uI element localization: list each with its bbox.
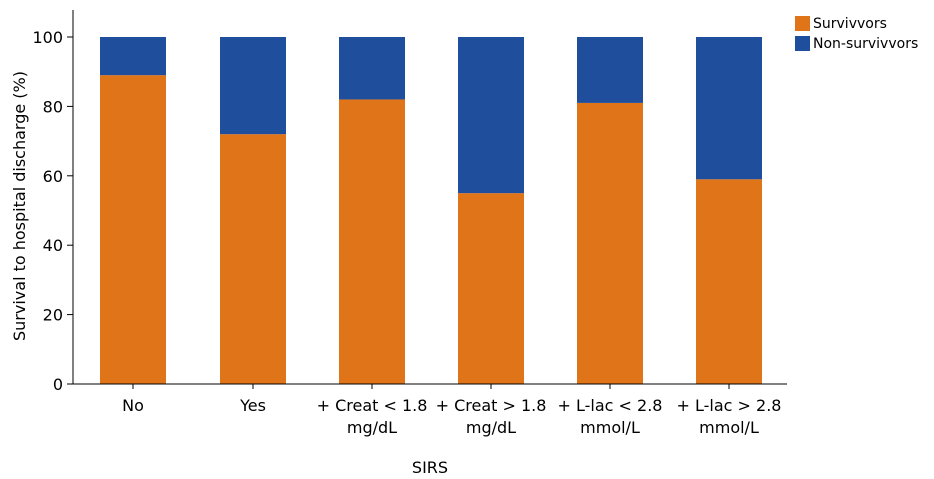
x-tick-label: + Creat > 1.8 mg/dL <box>436 396 547 437</box>
bar-segment-survivors-1 <box>100 75 166 385</box>
bar-segment-survivors-4 <box>458 193 524 384</box>
legend-label-non-survivors: Non-survivvors <box>813 36 918 52</box>
bars-group <box>100 37 762 385</box>
bar-segment-survivors-6 <box>696 179 762 384</box>
bar-segment-non-survivors-5 <box>577 37 643 103</box>
y-axis-ticks: 0 20 40 60 80 100 <box>32 28 73 394</box>
y-tick-label: 80 <box>43 97 63 116</box>
bar-segment-survivors-5 <box>577 102 643 385</box>
x-axis-title: SIRS <box>412 458 448 477</box>
x-tick-label: Yes <box>239 396 266 415</box>
bar-segment-non-survivors-4 <box>458 37 524 194</box>
legend-swatch-survivors <box>795 16 810 31</box>
x-tick-label: No <box>122 396 144 415</box>
legend-label-survivors: Survivvors <box>813 16 887 32</box>
y-tick-label: 20 <box>43 306 63 325</box>
legend: Survivvors Non-survivvors <box>795 16 918 52</box>
y-tick-label: 40 <box>43 236 63 255</box>
bar-segment-non-survivors-1 <box>100 37 166 76</box>
x-tick-label: + Creat < 1.8 mg/dL <box>317 396 428 437</box>
bar-segment-survivors-2 <box>220 134 286 384</box>
legend-swatch-non-survivors <box>795 36 810 51</box>
y-tick-label: 0 <box>53 375 63 394</box>
bar-segment-non-survivors-2 <box>220 37 286 135</box>
bar-segment-non-survivors-3 <box>339 37 405 100</box>
y-tick-label: 60 <box>43 167 63 186</box>
x-axis-category-labels: No Yes + Creat < 1.8 mg/dL+ Creat > 1.8 mg/d… <box>122 384 781 437</box>
bar-segment-survivors-3 <box>339 99 405 385</box>
y-axis-title: Survival to hospital discharge (%) <box>10 71 29 341</box>
y-tick-label: 100 <box>32 28 63 47</box>
x-tick-label: + L-lac < 2.8 mmol/L <box>558 396 663 437</box>
bar-segment-non-survivors-6 <box>696 37 762 180</box>
x-tick-label: + L-lac > 2.8 mmol/L <box>677 396 782 437</box>
